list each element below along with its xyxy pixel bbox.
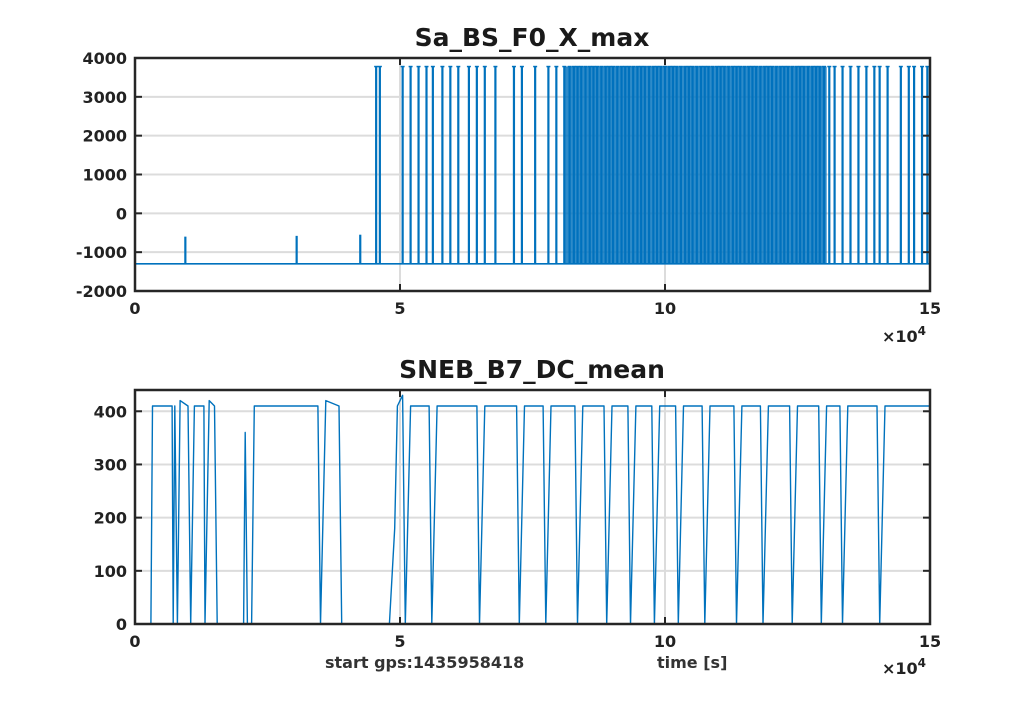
- x-axis-label: time [s]: [657, 653, 727, 672]
- x-tick-label: 15: [919, 632, 941, 651]
- chart-title: SNEB_B7_DC_mean: [399, 355, 665, 384]
- x-tick-label: 10: [654, 299, 676, 318]
- tick-marks: [134, 57, 931, 292]
- y-tick-label: 100: [94, 562, 127, 581]
- plot-area: [135, 65, 930, 265]
- x-exponent-label: ×104: [882, 656, 926, 678]
- chart-sa-bs-f0-x-max: Sa_BS_F0_X_max -2000 -1000 0 1000 2000 3000 40…: [76, 23, 941, 346]
- x-tick-label: 15: [919, 299, 941, 318]
- y-tick-label: 4000: [82, 49, 127, 68]
- dense-activity-band: [564, 66, 827, 264]
- x-tick-label: 10: [654, 632, 676, 651]
- axes-frame: [133, 388, 932, 626]
- y-tick-label: -1000: [76, 243, 127, 262]
- y-tick-label: 2000: [82, 127, 127, 146]
- x-tick-label: 0: [129, 632, 140, 651]
- y-tick-label: 300: [94, 455, 127, 474]
- y-tick-labels: 0 100 200 300 400: [94, 402, 127, 634]
- y-tick-label: 400: [94, 402, 127, 421]
- x-tick-labels: 0 5 10 15: [129, 632, 941, 651]
- y-tick-label: 0: [116, 615, 127, 634]
- x-tick-label: 0: [129, 299, 140, 318]
- x-tick-labels: 0 5 10 15: [129, 299, 941, 318]
- series-line: [135, 394, 930, 625]
- y-tick-label: 1000: [82, 166, 127, 185]
- x-exponent-label: ×104: [882, 324, 926, 346]
- x-tick-label: 5: [394, 299, 405, 318]
- chart-title: Sa_BS_F0_X_max: [415, 23, 650, 52]
- x-tick-label: 5: [394, 632, 405, 651]
- y-tick-label: 3000: [82, 88, 127, 107]
- start-gps-label: start gps:1435958418: [325, 653, 524, 672]
- y-tick-labels: -2000 -1000 0 1000 2000 3000 4000: [76, 49, 127, 301]
- y-tick-label: 0: [116, 204, 127, 223]
- y-tick-label: 200: [94, 509, 127, 528]
- y-tick-label: -2000: [76, 282, 127, 301]
- tick-marks: [134, 390, 931, 625]
- plot-area: [135, 394, 930, 625]
- chart-sneb-b7-dc-mean: SNEB_B7_DC_mean 0 100 200 300 400 0 5 10 15 ×10…: [94, 355, 942, 678]
